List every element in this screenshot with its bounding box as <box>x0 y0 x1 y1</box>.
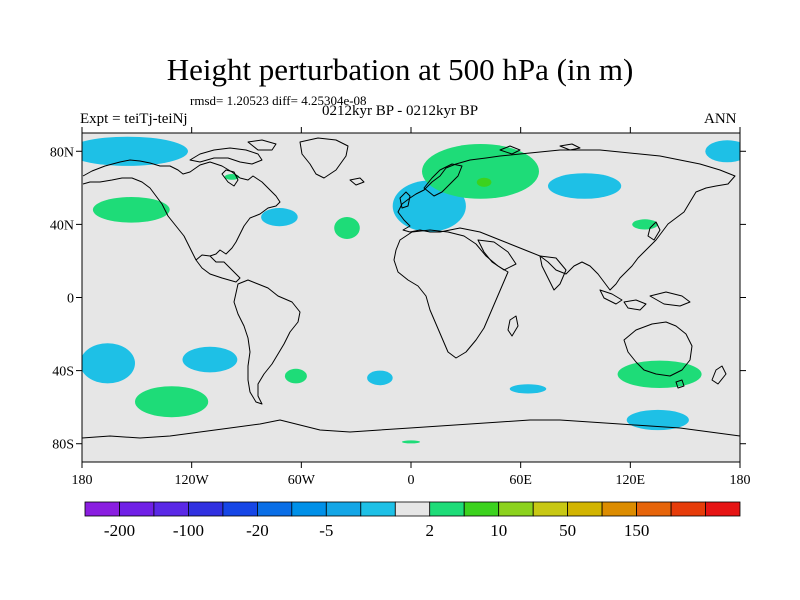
anomaly-region-northeast-pacific-positive <box>92 197 170 223</box>
x-tick-label: 120W <box>175 473 210 488</box>
colorbar-box <box>498 501 534 517</box>
colorbar-label: 10 <box>490 521 507 540</box>
colorbar-box <box>532 501 569 517</box>
colorbar-box <box>222 501 258 517</box>
anomaly-region-antarctica-small-positive <box>401 440 421 444</box>
anomaly-region-north-pacific-arctic-negative <box>82 136 188 166</box>
experiment-label: Expt = teiTj-teiNj <box>80 111 188 127</box>
colorbar-label: -100 <box>173 521 204 540</box>
anomaly-region-east-arctic-negative <box>705 140 740 163</box>
colorbar-label: -200 <box>104 521 135 540</box>
axis-ticks: 180 120W 60W 0 60E 120E 180 80N 40N 0 40S 80S <box>50 127 751 488</box>
anomaly-region-southern-ocean-negative <box>509 384 547 394</box>
y-tick-label: 0 <box>67 292 74 307</box>
x-tick-label: 180 <box>72 473 93 488</box>
colorbar-box <box>567 501 603 517</box>
season-label: ANN <box>704 111 737 127</box>
colorbar-box <box>119 501 155 517</box>
y-tick-label: 40S <box>52 365 74 380</box>
colorbar-box <box>670 501 706 517</box>
colorbar-box <box>360 501 396 517</box>
anomaly-region-argentina-positive <box>284 368 307 384</box>
colorbar-box <box>394 501 431 517</box>
y-tick-label: 80N <box>50 145 74 160</box>
anomaly-region-north-atlantic-positive <box>334 217 360 239</box>
x-tick-label: 180 <box>730 473 751 488</box>
colorbar-box <box>429 501 465 517</box>
colorbar-box <box>463 501 500 517</box>
statistics-label: rmsd= 1.20523 diff= 4.25304e-08 <box>190 93 367 108</box>
anomaly-region-south-pacific-positive <box>135 386 209 418</box>
x-tick-label: 0 <box>408 473 415 488</box>
colorbar-box <box>187 501 224 517</box>
anomaly-region-south-atlantic-negative <box>367 370 393 386</box>
anomaly-region-siberia-negative <box>548 173 622 199</box>
colorbar-box <box>325 501 362 517</box>
colorbar-box <box>291 501 327 517</box>
colorbar-label: 50 <box>559 521 576 540</box>
plot-subtitle: 0212kyr BP - 0212kyr BP <box>322 103 479 119</box>
colorbar-box <box>705 501 741 517</box>
x-tick-label: 60E <box>509 473 532 488</box>
colorbar: -200 -100 -20 -5 2 10 50 150 <box>84 501 741 540</box>
anomaly-region-russia-inner-positive <box>476 177 492 187</box>
colorbar-label: -5 <box>319 521 333 540</box>
colorbar-label: 150 <box>624 521 650 540</box>
anomaly-region-south-pacific-west-negative <box>82 343 135 384</box>
plot-title: Height perturbation at 500 hPa (in m) <box>166 52 634 87</box>
colorbar-box <box>256 501 293 517</box>
y-tick-label: 80S <box>52 438 74 453</box>
anomaly-region-northeast-us-negative <box>261 208 298 227</box>
x-tick-label: 60W <box>288 473 316 488</box>
coastlines <box>81 137 741 439</box>
x-tick-label: 120E <box>616 473 646 488</box>
anomaly-region-south-pacific-central-negative <box>182 346 238 373</box>
colorbar-box <box>636 501 672 517</box>
colorbar-box <box>601 501 637 517</box>
anomaly-regions <box>82 136 740 444</box>
y-tick-label: 40N <box>50 218 74 233</box>
colorbar-box <box>153 501 189 517</box>
anomaly-region-russia-positive <box>422 144 539 199</box>
colorbar-label: -20 <box>246 521 269 540</box>
colorbar-box <box>84 501 120 517</box>
anomaly-region-southern-ocean-east-negative <box>626 409 689 431</box>
colorbar-label: 2 <box>425 521 434 540</box>
